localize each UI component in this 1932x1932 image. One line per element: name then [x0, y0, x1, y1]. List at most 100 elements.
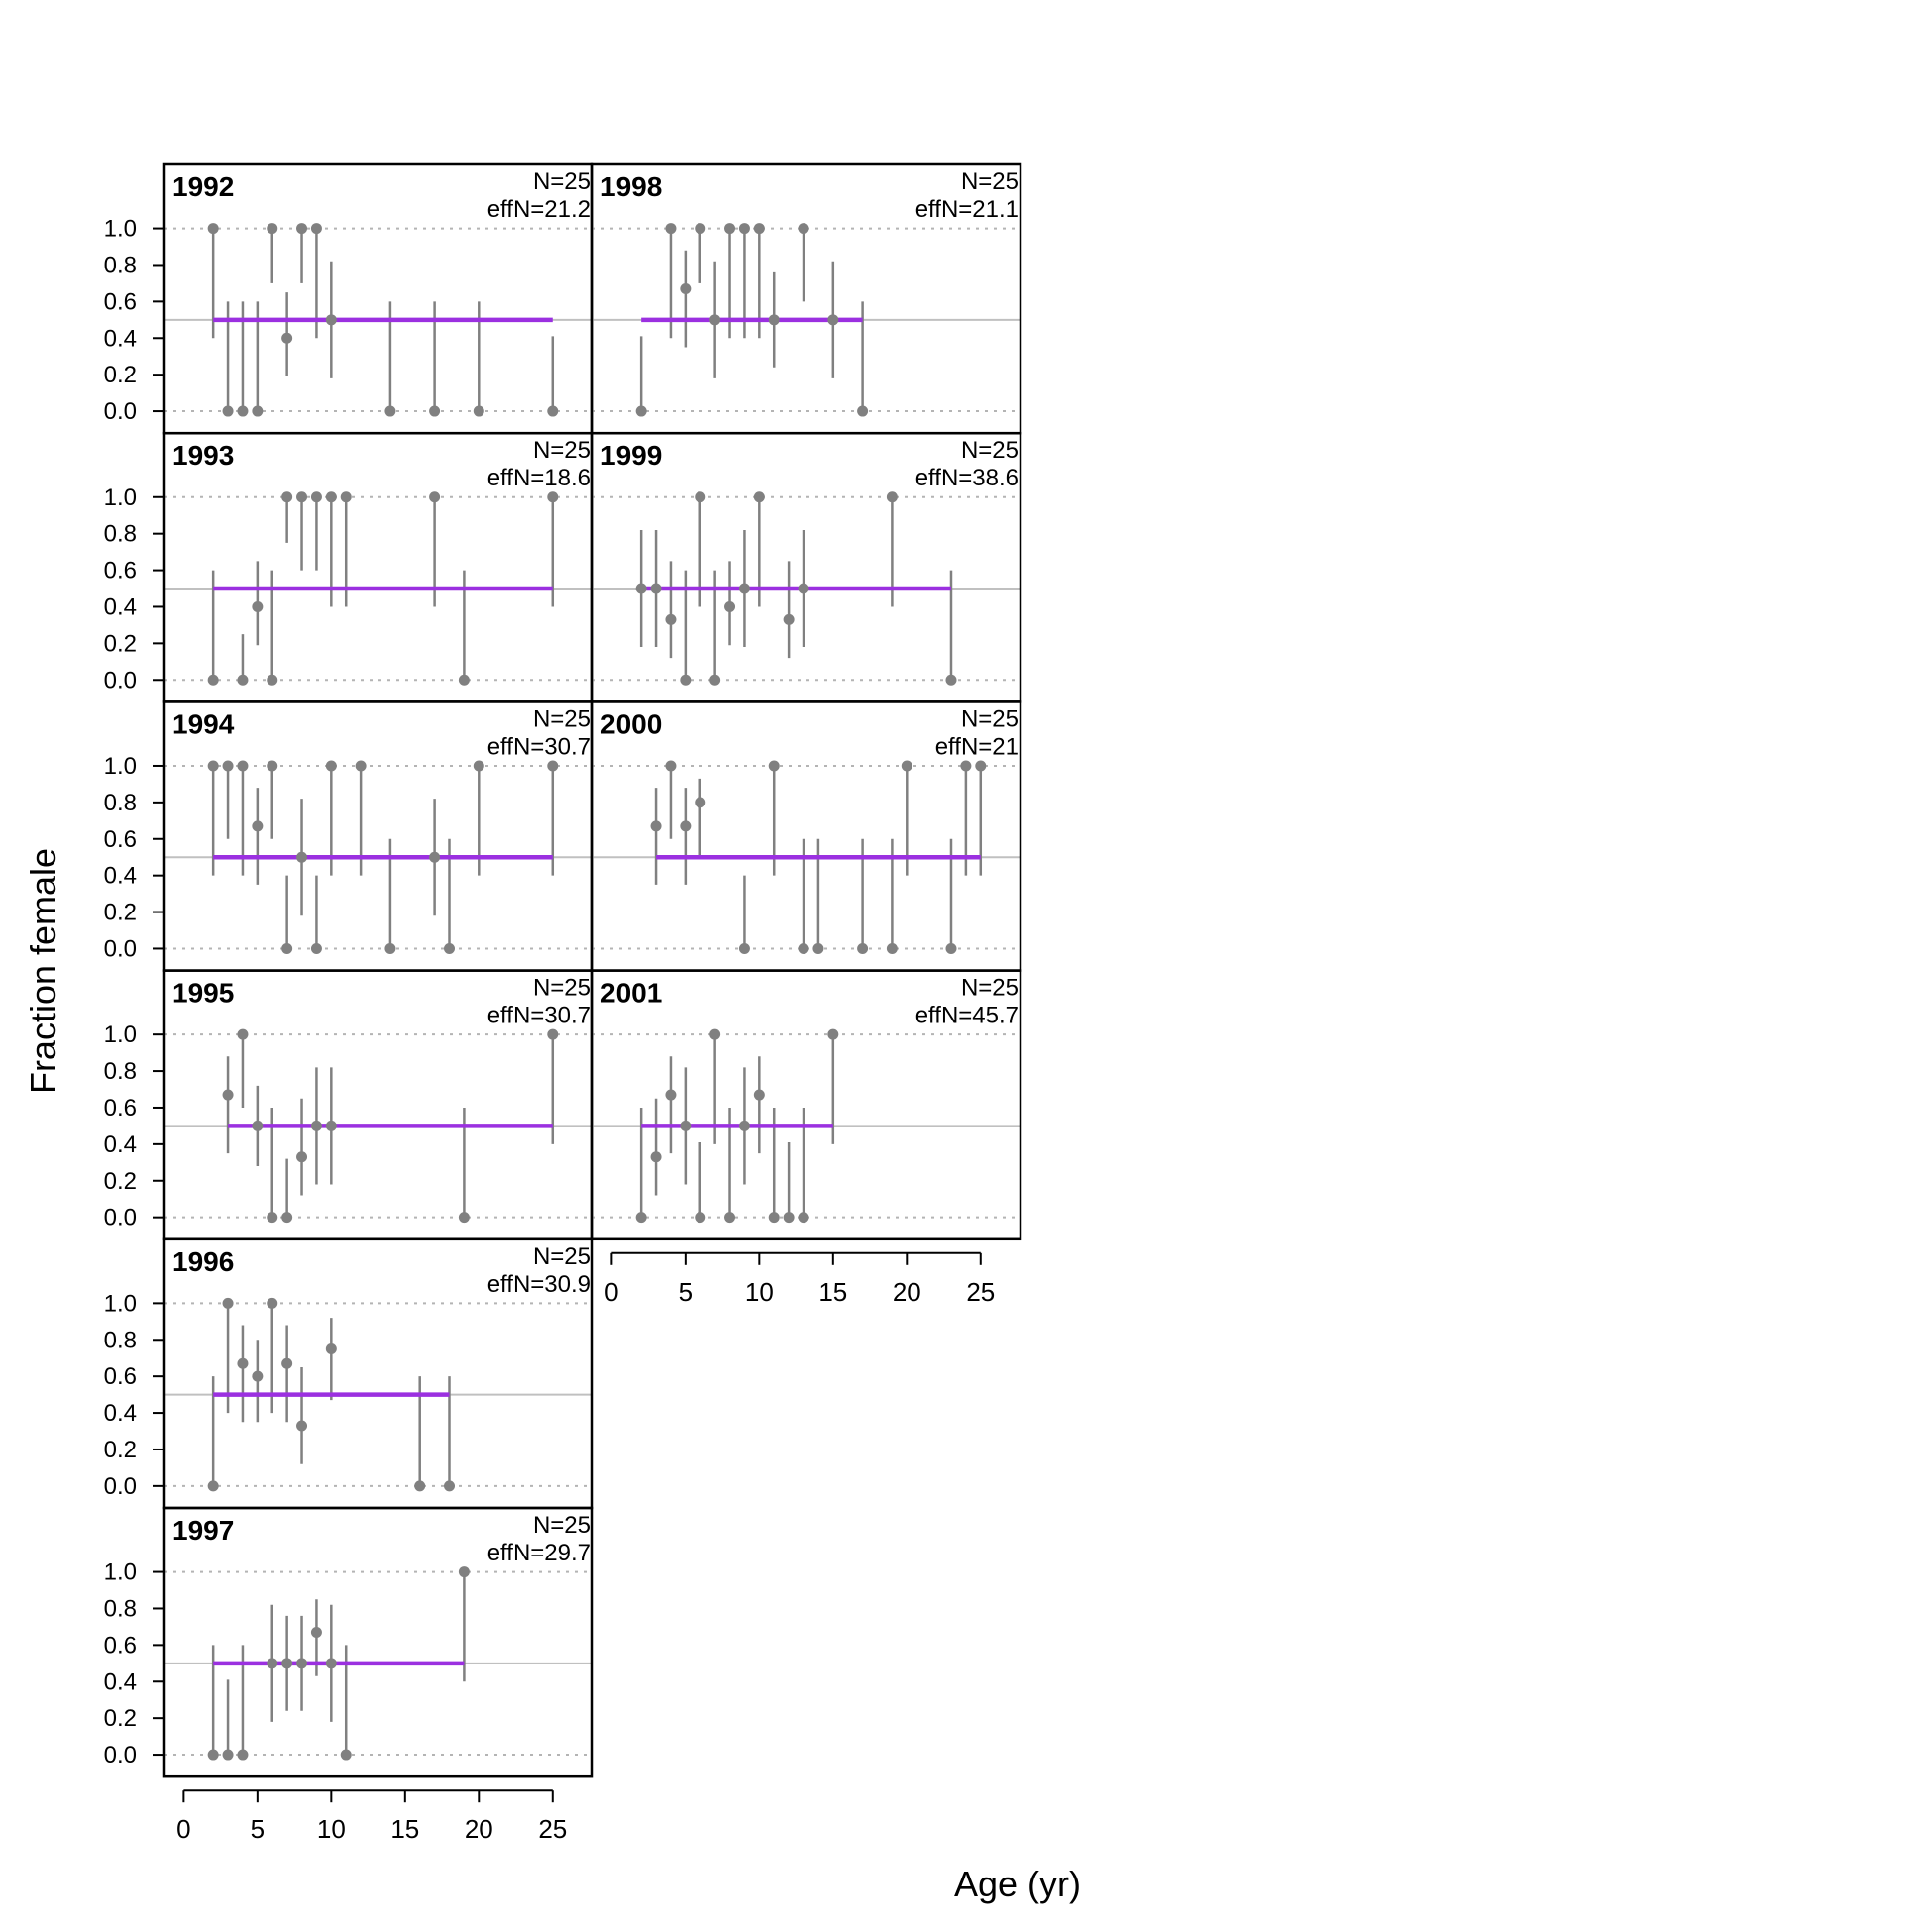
y-tick-label: 0.6	[104, 1363, 137, 1390]
data-point	[325, 314, 337, 326]
data-point	[783, 1212, 795, 1224]
data-point	[267, 760, 278, 772]
y-tick-label: 1.0	[104, 753, 137, 780]
data-point	[547, 405, 559, 417]
y-tick-label: 0.2	[104, 900, 137, 926]
data-point	[738, 1120, 750, 1131]
data-point	[296, 851, 308, 863]
data-point	[680, 1120, 692, 1131]
data-point	[695, 797, 706, 808]
panel-year: 1997	[172, 1515, 234, 1546]
data-point	[650, 1151, 662, 1163]
data-point	[635, 1212, 647, 1224]
data-point	[252, 1120, 264, 1131]
data-point	[310, 223, 322, 235]
data-point	[222, 760, 234, 772]
panel-year: 1998	[600, 171, 662, 202]
data-point	[267, 223, 278, 235]
panel-effn-label: effN=21	[935, 733, 1019, 760]
data-point	[709, 1028, 721, 1040]
data-point	[650, 820, 662, 832]
y-tick-label: 0.8	[104, 790, 137, 816]
data-point	[812, 942, 824, 954]
data-point	[547, 760, 559, 772]
panel-n-label: N=25	[961, 705, 1019, 732]
panel-n-label: N=25	[961, 168, 1019, 195]
panel-year: 2001	[600, 978, 662, 1009]
data-point	[709, 314, 721, 326]
data-point	[695, 491, 706, 503]
data-point	[473, 760, 484, 772]
y-tick-label: 0.6	[104, 1632, 137, 1659]
data-point	[325, 491, 337, 503]
panel-effn-label: effN=45.7	[915, 1003, 1019, 1029]
y-tick-label: 0.2	[104, 362, 137, 388]
data-point	[665, 223, 677, 235]
y-tick-label: 0.6	[104, 826, 137, 853]
y-tick-label: 0.8	[104, 1595, 137, 1622]
panel-year: 1992	[172, 171, 234, 202]
x-tick-label: 0	[176, 1814, 190, 1844]
y-tick-label: 0.2	[104, 630, 137, 657]
panel-year: 1996	[172, 1246, 234, 1277]
y-tick-label: 0.4	[104, 593, 137, 620]
data-point	[296, 1658, 308, 1669]
data-point	[665, 1089, 677, 1101]
data-point	[267, 1658, 278, 1669]
x-tick-label: 15	[390, 1814, 419, 1844]
data-point	[709, 674, 721, 686]
y-tick-label: 0.0	[104, 1473, 137, 1500]
panel-n-label: N=25	[533, 705, 590, 732]
data-point	[547, 1028, 559, 1040]
data-point	[738, 223, 750, 235]
y-tick-label: 0.2	[104, 1705, 137, 1732]
data-point	[207, 223, 219, 235]
data-point	[252, 820, 264, 832]
data-point	[798, 1212, 809, 1224]
y-tick-label: 0.6	[104, 558, 137, 585]
data-point	[296, 1420, 308, 1432]
y-tick-label: 0.6	[104, 288, 137, 315]
y-tick-label: 0.4	[104, 1400, 137, 1427]
data-point	[680, 820, 692, 832]
data-point	[945, 942, 957, 954]
data-point	[384, 405, 396, 417]
panel-effn-label: effN=18.6	[487, 465, 590, 491]
data-point	[281, 1658, 293, 1669]
data-point	[444, 942, 456, 954]
data-point	[798, 583, 809, 594]
data-point	[724, 223, 736, 235]
data-point	[237, 405, 249, 417]
data-point	[798, 942, 809, 954]
data-point	[444, 1480, 456, 1492]
data-point	[945, 674, 957, 686]
data-point	[429, 491, 441, 503]
panel-effn-label: effN=38.6	[915, 465, 1019, 491]
panel-year: 1994	[172, 708, 235, 739]
y-tick-label: 1.0	[104, 1290, 137, 1317]
data-point	[665, 613, 677, 625]
x-tick-label: 25	[538, 1814, 567, 1844]
data-point	[695, 1212, 706, 1224]
panel-year: 2000	[600, 708, 662, 739]
panel-n-label: N=25	[533, 168, 590, 195]
data-point	[635, 583, 647, 594]
y-tick-label: 0.0	[104, 398, 137, 425]
y-tick-label: 1.0	[104, 1559, 137, 1586]
y-tick-label: 1.0	[104, 216, 137, 243]
data-point	[695, 223, 706, 235]
y-tick-label: 0.8	[104, 252, 137, 278]
data-point	[827, 1028, 839, 1040]
y-tick-label: 0.0	[104, 1205, 137, 1232]
data-point	[665, 760, 677, 772]
data-point	[680, 282, 692, 294]
panel-effn-label: effN=21.1	[915, 196, 1019, 223]
panel-year: 1995	[172, 978, 234, 1009]
x-tick-label: 0	[604, 1277, 618, 1307]
